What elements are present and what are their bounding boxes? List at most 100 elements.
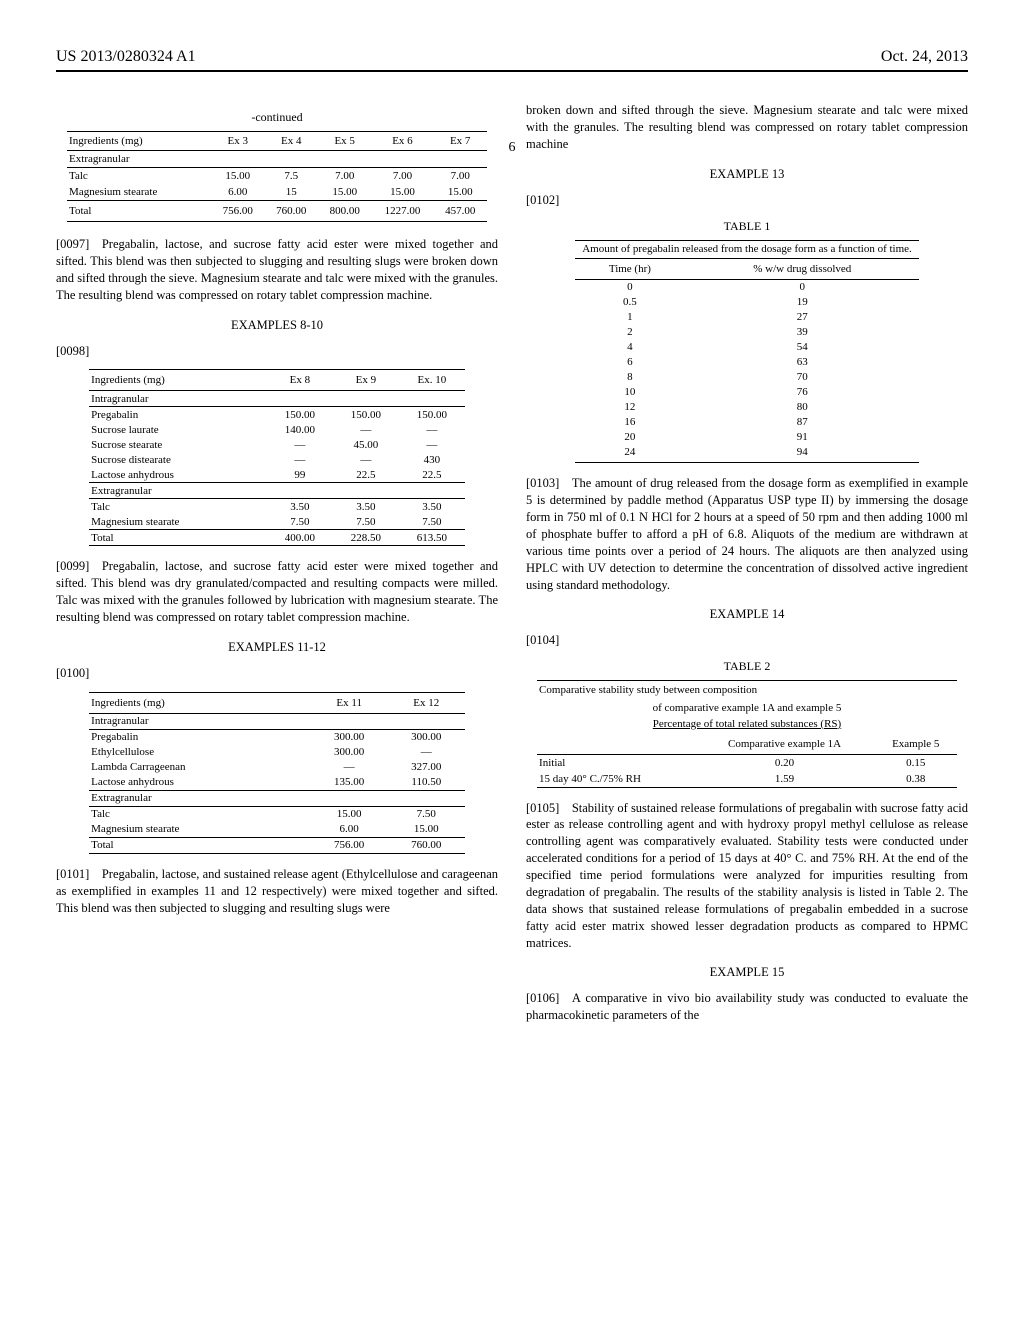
col-ingredients: Ingredients (mg): [89, 692, 310, 713]
paragraph-0099: [0099] Pregabalin, lactose, and sucrose …: [56, 558, 498, 626]
table-cell: 80: [685, 400, 919, 415]
paragraph-0100: [0100]: [56, 665, 498, 682]
table-cell: 10: [575, 385, 686, 400]
table-cell: Lactose anhydrous: [89, 467, 267, 483]
table-cell: 45.00: [333, 437, 399, 452]
col-ingredients: Ingredients (mg): [67, 132, 211, 151]
table-cell: 70: [685, 370, 919, 385]
paragraph-0103: [0103] The amount of drug released from …: [526, 475, 968, 593]
table-cell: 0.20: [695, 754, 875, 771]
table-cell: 0: [575, 279, 686, 295]
table-cell: 22.5: [333, 467, 399, 483]
table-cell: Talc: [89, 806, 310, 822]
col-ex3: Ex 3: [211, 132, 264, 151]
total-val: 400.00: [267, 530, 333, 546]
col-ingredients: Ingredients (mg): [89, 370, 267, 391]
table-cell: 150.00: [267, 407, 333, 423]
table-cell: 0: [685, 279, 919, 295]
table-cell: —: [333, 452, 399, 467]
paragraph-0104: [0104]: [526, 632, 968, 649]
total-val: 613.50: [399, 530, 465, 546]
table-cell: Magnesium stearate: [89, 822, 310, 838]
table-cell: 6.00: [311, 822, 388, 838]
table-cell: 140.00: [267, 422, 333, 437]
table-cell: Pregabalin: [89, 407, 267, 423]
table-cell: 91: [685, 430, 919, 445]
table-cell: 0.5: [575, 295, 686, 310]
col-dissolved: % w/w drug dissolved: [685, 258, 919, 279]
publication-date: Oct. 24, 2013: [881, 48, 968, 66]
table-cell: Ethylcellulose: [89, 745, 310, 760]
table-examples-11-12: Ingredients (mg) Ex 11 Ex 12 Intragranul…: [89, 692, 465, 854]
col-ex10: Ex. 10: [399, 370, 465, 391]
table2-caption-2: of comparative example 1A and example 5: [537, 700, 957, 716]
heading-example-15: EXAMPLE 15: [526, 965, 968, 980]
paragraph-0102: [0102]: [526, 192, 968, 209]
col-ex12: Ex 12: [388, 692, 465, 713]
table-cell: Sucrose stearate: [89, 437, 267, 452]
col-ex6: Ex 6: [371, 132, 433, 151]
total-val: 760.00: [265, 201, 318, 222]
table-cell: 87: [685, 415, 919, 430]
table1-caption: Amount of pregabalin released from the d…: [575, 240, 920, 258]
paragraph-0101: [0101] Pregabalin, lactose, and sustaine…: [56, 866, 498, 917]
table-cell: 1.59: [695, 771, 875, 788]
table-cell: 0.38: [875, 771, 957, 788]
col-ex5: Example 5: [875, 734, 957, 755]
heading-examples-11-12: EXAMPLES 11-12: [56, 640, 498, 655]
table1-label: TABLE 1: [526, 219, 968, 234]
table-continued-title: -continued: [56, 110, 498, 125]
heading-examples-8-10: EXAMPLES 8-10: [56, 318, 498, 333]
table-cell: 7.00: [318, 168, 371, 185]
col-ex11: Ex 11: [311, 692, 388, 713]
table-cell: Magnesium stearate: [67, 184, 211, 201]
paragraph-continuation: broken down and sifted through the sieve…: [526, 102, 968, 153]
table-cell: 4: [575, 340, 686, 355]
table-cell: 76: [685, 385, 919, 400]
table2-label: TABLE 2: [526, 659, 968, 674]
table-cell: 7.5: [265, 168, 318, 185]
paragraph-0105: [0105] Stability of sustained release fo…: [526, 800, 968, 952]
table-cell: 300.00: [311, 745, 388, 760]
table-cell: 15.00: [311, 806, 388, 822]
table-cell: 27: [685, 310, 919, 325]
table-cell: 3.50: [267, 499, 333, 515]
heading-example-13: EXAMPLE 13: [526, 167, 968, 182]
table-cell: 15: [265, 184, 318, 201]
table2-caption-3: Percentage of total related substances (…: [537, 716, 957, 734]
table-cell: 12: [575, 400, 686, 415]
table-cell: 135.00: [311, 775, 388, 791]
total-label: Total: [89, 530, 267, 546]
table-cell: Sucrose distearate: [89, 452, 267, 467]
paragraph-0097: [0097] Pregabalin, lactose, and sucrose …: [56, 236, 498, 304]
table-cell: 7.50: [333, 514, 399, 530]
total-label: Total: [67, 201, 211, 222]
section-extragranular: Extragranular: [89, 790, 465, 806]
table-cell: 7.00: [433, 168, 486, 185]
table-cell: Pregabalin: [89, 729, 310, 745]
total-val: 800.00: [318, 201, 371, 222]
table-cell: 6: [575, 355, 686, 370]
table-cell: —: [267, 437, 333, 452]
total-val: 457.00: [433, 201, 486, 222]
section-extragranular: Extragranular: [89, 483, 465, 499]
table-cell: —: [399, 437, 465, 452]
table-cell: —: [267, 452, 333, 467]
col-comp-1a: Comparative example 1A: [695, 734, 875, 755]
table-cell: 54: [685, 340, 919, 355]
table-cell: 300.00: [388, 729, 465, 745]
table-cell: 22.5: [399, 467, 465, 483]
table-cell: 16: [575, 415, 686, 430]
table-cell: 300.00: [311, 729, 388, 745]
content-columns: -continued Ingredients (mg) Ex 3 Ex 4 Ex…: [56, 102, 968, 1034]
right-column: broken down and sifted through the sieve…: [526, 102, 968, 1034]
table-cell: 327.00: [388, 760, 465, 775]
table-cell: Lactose anhydrous: [89, 775, 310, 791]
table-cell: 7.00: [371, 168, 433, 185]
total-val: 228.50: [333, 530, 399, 546]
table-cell: 24: [575, 445, 686, 463]
col-time: Time (hr): [575, 258, 686, 279]
table-cell: 7.50: [399, 514, 465, 530]
table2-caption-1: Comparative stability study between comp…: [537, 681, 957, 700]
table-examples-8-10: Ingredients (mg) Ex 8 Ex 9 Ex. 10 Intrag…: [89, 369, 465, 546]
